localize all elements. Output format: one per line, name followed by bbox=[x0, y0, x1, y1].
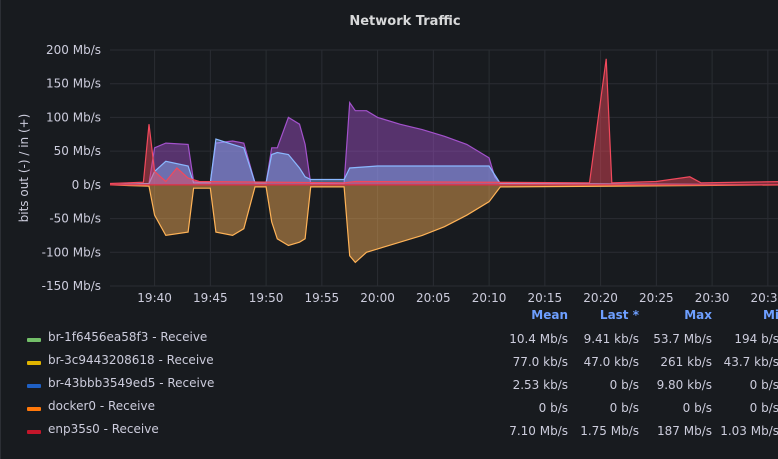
x-tick-label: 20:30 bbox=[695, 291, 730, 305]
legend-value: 187 Mb/s bbox=[657, 424, 712, 438]
legend-value: 53.7 Mb/s bbox=[653, 332, 712, 346]
y-tick-label: 0 b/s bbox=[72, 178, 101, 192]
legend-column-header[interactable]: Last * bbox=[599, 308, 639, 322]
legend-row[interactable]: br-1f6456ea58f3 - Receive bbox=[27, 330, 467, 350]
x-tick-label: 19:50 bbox=[249, 291, 284, 305]
y-axis-label: bits out (-) / in (+) bbox=[17, 114, 31, 223]
series-area bbox=[110, 184, 778, 263]
y-tick-label: -50 Mb/s bbox=[49, 212, 101, 226]
y-tick-label: -100 Mb/s bbox=[42, 245, 101, 259]
x-tick-label: 20:35 bbox=[751, 291, 778, 305]
legend-value: 0 b/s bbox=[749, 378, 778, 392]
legend-row[interactable]: br-3c9443208618 - Receive bbox=[27, 353, 467, 373]
chart-plot: 200 Mb/s 150 Mb/s 100 Mb/s 50 Mb/s 0 b/s -50 … bbox=[17, 43, 778, 305]
legend-value: 2.53 kb/s bbox=[512, 378, 568, 392]
legend-value: 7.10 Mb/s bbox=[509, 424, 568, 438]
y-tick-label: 50 Mb/s bbox=[54, 144, 101, 158]
series-area bbox=[110, 139, 778, 185]
x-tick-label: 20:05 bbox=[416, 291, 451, 305]
legend-value: 1.03 Mb/s bbox=[720, 424, 778, 438]
y-tick-label: 150 Mb/s bbox=[46, 77, 101, 91]
legend-value: 9.41 kb/s bbox=[583, 332, 639, 346]
series-color-swatch[interactable] bbox=[27, 338, 41, 342]
legend-row[interactable]: enp35s0 - Receive bbox=[27, 422, 467, 442]
legend-column-header[interactable]: Mi bbox=[762, 308, 778, 322]
x-tick-label: 20:00 bbox=[360, 291, 395, 305]
series-name[interactable]: docker0 - Receive bbox=[48, 399, 155, 413]
series-name[interactable]: br-1f6456ea58f3 - Receive bbox=[48, 330, 208, 344]
series-line bbox=[109, 184, 778, 264]
legend-value: 0 b/s bbox=[609, 401, 639, 415]
y-tick-label: -150 Mb/s bbox=[42, 279, 101, 293]
series-color-swatch[interactable] bbox=[27, 407, 41, 411]
x-tick-label: 20:15 bbox=[528, 291, 563, 305]
legend-value: 0 b/s bbox=[682, 401, 712, 415]
legend-value: 194 b/s bbox=[734, 332, 778, 346]
series-line bbox=[109, 138, 778, 186]
y-tick-label: 200 Mb/s bbox=[46, 43, 101, 57]
legend-value: 77.0 kb/s bbox=[512, 355, 568, 369]
x-tick-label: 20:25 bbox=[639, 291, 674, 305]
legend-column-header[interactable]: Mean bbox=[531, 308, 568, 322]
series-area bbox=[110, 58, 778, 185]
legend-value: 0 b/s bbox=[609, 378, 639, 392]
series-name[interactable]: enp35s0 - Receive bbox=[48, 422, 159, 436]
series-name[interactable]: br-3c9443208618 - Receive bbox=[48, 353, 214, 367]
legend-row[interactable]: docker0 - Receive bbox=[27, 399, 467, 419]
series-color-swatch[interactable] bbox=[27, 430, 41, 434]
legend-row[interactable]: br-43bbb3549ed5 - Receive bbox=[27, 376, 467, 396]
legend-value: 10.4 Mb/s bbox=[509, 332, 568, 346]
legend-value: 261 kb/s bbox=[660, 355, 712, 369]
panel-title[interactable]: Network Traffic bbox=[349, 14, 461, 29]
series-name[interactable]: br-43bbb3549ed5 - Receive bbox=[48, 376, 215, 390]
legend-value: 1.75 Mb/s bbox=[580, 424, 639, 438]
x-tick-label: 20:20 bbox=[583, 291, 618, 305]
series-line bbox=[109, 58, 778, 185]
x-tick-label: 20:10 bbox=[472, 291, 507, 305]
y-tick-label: 100 Mb/s bbox=[46, 110, 101, 124]
legend-column-header[interactable]: Max bbox=[684, 308, 712, 322]
series-color-swatch[interactable] bbox=[27, 384, 41, 388]
x-tick-label: 19:40 bbox=[137, 291, 172, 305]
series-area bbox=[110, 102, 778, 185]
legend-value: 0 b/s bbox=[749, 401, 778, 415]
legend-value: 43.7 kb/s bbox=[723, 355, 778, 369]
legend-value: 47.0 kb/s bbox=[583, 355, 639, 369]
x-tick-label: 19:45 bbox=[193, 291, 228, 305]
x-tick-label: 19:55 bbox=[305, 291, 340, 305]
legend-value: 0 b/s bbox=[538, 401, 568, 415]
legend-value: 9.80 kb/s bbox=[656, 378, 712, 392]
series-color-swatch[interactable] bbox=[27, 361, 41, 365]
